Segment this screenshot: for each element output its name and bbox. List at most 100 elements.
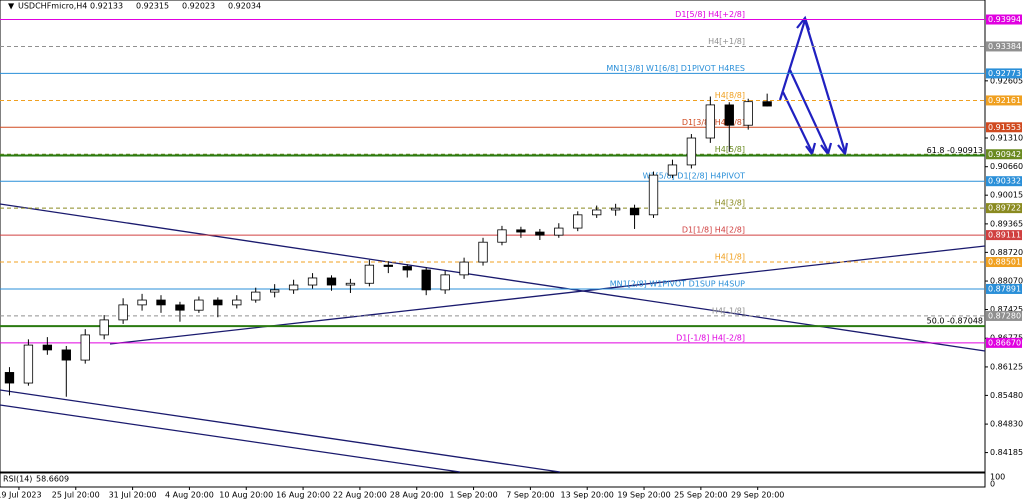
x-tick-label: 4 Aug 20:00 — [165, 491, 214, 500]
price-tag — [986, 337, 1022, 348]
header-price: 0.92023 — [182, 2, 215, 11]
price-tag — [986, 122, 1022, 133]
header-price: 0.92034 — [228, 2, 261, 11]
y-tick-label: 0.86125 — [990, 362, 1023, 371]
price-tag-label: 0.90942 — [988, 150, 1021, 159]
fib-label: 50.0 -0.87048 — [927, 317, 983, 326]
rsi-tick-label: 100 — [990, 473, 1005, 482]
y-tick-label: 0.88720 — [990, 248, 1023, 257]
trendline — [0, 404, 461, 473]
candle-body — [232, 299, 242, 306]
candle-body — [459, 261, 469, 276]
candle-body — [270, 289, 280, 293]
candle-body — [516, 229, 526, 233]
candle-body — [762, 101, 772, 107]
candle-body — [592, 209, 602, 216]
price-tag-label: 0.93384 — [988, 42, 1021, 51]
level-name: MN1[3/8] W1[6/8] D1PIVOT H4RES — [606, 64, 745, 73]
candle-body — [99, 319, 109, 336]
price-tag — [986, 68, 1022, 79]
price-tag — [986, 203, 1022, 214]
x-tick-label: 25 Jul 20:00 — [52, 491, 100, 500]
candle-body — [42, 344, 53, 351]
candle-body — [345, 282, 356, 286]
price-tag-label: 0.92773 — [988, 69, 1021, 78]
rsi-label: RSI(14) — [3, 475, 32, 484]
candle-body — [80, 334, 90, 361]
level-name: D1[5/8] H4[+2/8] — [675, 10, 745, 19]
x-tick-label: 13 Sep 20:00 — [561, 491, 614, 500]
candle-body — [554, 227, 564, 236]
rsi-tick-label: 0 — [990, 480, 995, 489]
header-price: 0.92133 — [90, 2, 123, 11]
x-tick-label: 10 Aug 20:00 — [219, 491, 273, 500]
price-tag-label: 0.91553 — [988, 123, 1021, 132]
y-tick-label: 0.87425 — [990, 305, 1023, 314]
x-tick-label: 19 Sep 20:00 — [617, 491, 670, 500]
candle-body — [213, 299, 223, 306]
price-tag — [986, 230, 1022, 241]
candle-body — [478, 241, 488, 263]
y-tick-label: 0.84830 — [990, 420, 1023, 429]
candle-body — [667, 164, 678, 176]
fib-label: 61.8 -0.90913 — [927, 146, 983, 155]
y-tick-label: 0.85480 — [990, 391, 1023, 400]
level-name: H4[8/8] — [715, 91, 745, 100]
candle-body — [61, 349, 71, 361]
price-tag-label: 0.87891 — [988, 284, 1021, 293]
x-tick-label: 31 Jul 20:00 — [109, 491, 157, 500]
candle-body — [497, 229, 507, 243]
y-tick-label: 0.90660 — [990, 162, 1023, 171]
y-tick-label: 0.92605 — [990, 76, 1023, 85]
y-tick-label: 0.90015 — [990, 191, 1023, 200]
y-tick-label: 0.88070 — [990, 277, 1023, 286]
x-tick-label: 28 Aug 20:00 — [390, 491, 444, 500]
price-tag-label: 0.87280 — [988, 311, 1021, 320]
candle-body — [402, 266, 412, 271]
price-tag — [986, 257, 1022, 268]
candle-body — [440, 274, 450, 291]
candle-body — [364, 264, 375, 284]
level-name: D1[-1/8] H4[-2/8] — [676, 333, 745, 342]
level-name: H4[-1/8] — [712, 306, 745, 315]
candle-body — [326, 277, 337, 286]
candle-body — [137, 299, 147, 306]
header-price: 0.92315 — [136, 2, 169, 11]
price-tag — [986, 283, 1022, 294]
price-tag-label: 0.88501 — [988, 258, 1021, 267]
plot-frame — [0, 0, 986, 473]
level-name: W1[5/8] D1[2/8] H4PIVOT — [643, 172, 745, 181]
price-tag — [986, 149, 1022, 160]
x-tick-label: 22 Aug 20:00 — [333, 491, 387, 500]
candle-body — [118, 304, 128, 321]
candle-body — [648, 174, 659, 216]
candle-body — [743, 101, 753, 126]
candle-body — [251, 291, 261, 301]
forecast-arrows — [778, 15, 849, 157]
level-name: H4[5/8] — [715, 145, 745, 154]
candle-body — [724, 104, 734, 126]
y-tick-label: 0.89365 — [990, 219, 1023, 228]
x-tick-label: 19 Jul 2023 — [0, 491, 42, 500]
x-tick-label: 1 Sep 20:00 — [449, 491, 497, 500]
y-tick-label: 0.84185 — [990, 448, 1023, 457]
price-tag — [986, 41, 1022, 52]
candle-body — [610, 207, 621, 211]
arrow-head — [837, 142, 849, 157]
x-tick-label: 29 Sep 20:00 — [731, 491, 784, 500]
price-tag-label: 0.89111 — [988, 231, 1021, 240]
candle-body — [23, 344, 34, 384]
level-name: MN1[2/8] W1PIVOT D1SUP H4SUP — [610, 279, 745, 288]
chart-title: USDCHFmicro,H4 — [18, 2, 87, 11]
price-tag-label: 0.93994 — [988, 15, 1021, 24]
x-tick-label: 16 Aug 20:00 — [276, 491, 330, 500]
x-tick-label: 7 Sep 20:00 — [506, 491, 554, 500]
price-tag-label: 0.86670 — [988, 338, 1021, 347]
level-name: H4[+1/8] — [708, 37, 745, 46]
menu-arrow: ▼ — [8, 2, 15, 11]
price-tag — [986, 14, 1022, 25]
level-name: H4[1/8] — [715, 253, 745, 262]
candle-body — [175, 304, 185, 311]
price-tag — [986, 176, 1022, 187]
